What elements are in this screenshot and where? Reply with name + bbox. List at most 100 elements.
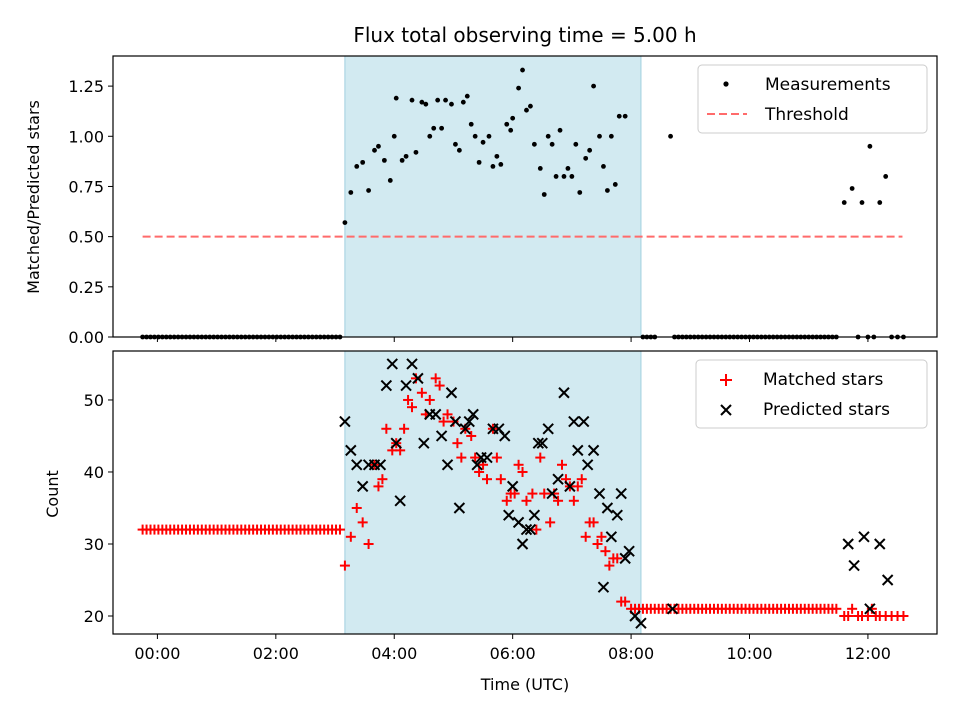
y-tick-label: 0.00 (68, 328, 104, 347)
measurement-point (569, 174, 575, 179)
top-panel-title: Flux total observing time = 5.00 h (353, 23, 696, 47)
legend-label-threshold: Threshold (764, 105, 849, 125)
x-tick-label: 00:00 (134, 644, 180, 663)
measurement-point (877, 200, 883, 205)
predicted-star-point (587, 444, 600, 457)
y-tick-label: 50 (84, 391, 104, 410)
predicted-star-point (848, 559, 860, 572)
predicted-star-point (568, 415, 580, 428)
legend-label-measurements: Measurements (765, 75, 891, 95)
observing-window-span-bottom (344, 350, 642, 635)
matched-star-point (847, 603, 858, 614)
matched-star-point (604, 560, 615, 571)
matched-star-point (357, 517, 368, 528)
measurement-point (423, 101, 429, 107)
predicted-star-point (881, 574, 894, 586)
matched-star-point (403, 394, 414, 405)
measurement-point (387, 178, 393, 183)
predicted-star-point (400, 379, 412, 392)
matched-star-point (430, 373, 441, 384)
x-tick-label: 04:00 (371, 644, 417, 663)
legend-marker-matched (720, 374, 732, 386)
measurement-point (498, 161, 504, 167)
observing-window-span (344, 55, 642, 338)
measurement-point (464, 93, 470, 99)
matched-star-point (592, 538, 603, 549)
predicted-star-point (374, 459, 387, 471)
predicted-star-point (386, 358, 398, 370)
measurement-point (439, 125, 445, 131)
top-panel-legend: Measurements Threshold (697, 64, 928, 134)
bottom-panel-legend: Matched stars Predicted stars (695, 359, 928, 429)
predicted-star-point (463, 415, 475, 428)
predicted-star-point (412, 372, 424, 385)
matched-star-point (545, 517, 556, 528)
predicted-star-point (356, 480, 369, 493)
measurement-point (520, 67, 525, 73)
top-panel-frame (112, 55, 938, 338)
matched-star-point (620, 596, 631, 607)
measurement-point (841, 200, 847, 205)
measurement-point (531, 141, 537, 147)
matched-star-point (456, 452, 467, 463)
bottom-panel-series (137, 358, 909, 629)
observing-window-rect (344, 350, 642, 635)
predicted-star-point (429, 408, 442, 421)
predicted-star-point (445, 387, 458, 399)
predicted-star-point (499, 430, 511, 442)
matched-star-point (588, 517, 599, 528)
measurement-point (342, 220, 348, 225)
predicted-star-point (546, 487, 558, 500)
measurement-point (381, 157, 387, 163)
measurement-point (403, 153, 409, 159)
predicted-star-point (601, 502, 614, 514)
legend-box (697, 64, 928, 134)
predicted-star-point (858, 531, 870, 543)
matched-star-point (416, 387, 427, 398)
measurement-point (413, 149, 419, 155)
predicted-star-point (520, 523, 533, 536)
measurement-point (456, 147, 462, 153)
legend-box-bottom (695, 359, 928, 429)
matched-star-point (345, 531, 356, 542)
measurement-point (597, 133, 602, 139)
matched-star-point (531, 524, 542, 535)
predicted-star-point (578, 415, 590, 428)
x-tick-label: 06:00 (490, 644, 536, 663)
matched-star-point (434, 380, 445, 391)
matched-star-point (466, 430, 477, 441)
bottom-panel-frame (112, 350, 938, 635)
predicted-star-point (481, 451, 493, 464)
predicted-star-point (459, 423, 472, 435)
measurement-point (565, 166, 571, 171)
measurement-point (472, 133, 478, 139)
y-tick-label: 0.50 (68, 228, 104, 247)
measurement-point (849, 186, 855, 191)
predicted-star-point (449, 415, 462, 428)
predicted-star-point (552, 473, 564, 485)
predicted-star-point (558, 387, 570, 399)
measurement-point (553, 174, 559, 179)
predicted-star-point (542, 423, 554, 435)
predicted-star-point (581, 459, 594, 471)
predicted-star-point (611, 509, 623, 521)
predicted-star-point (597, 581, 610, 593)
predicted-star-point (380, 379, 393, 392)
measurement-point (524, 107, 529, 113)
matched-star-point (553, 495, 564, 506)
matched-star-point (442, 409, 453, 420)
predicted-star-point (441, 459, 454, 471)
matched-star-point (399, 423, 410, 434)
measurement-point (549, 141, 555, 147)
matched-star-point (491, 452, 502, 463)
top-panel-series (140, 67, 906, 340)
predicted-star-point (506, 480, 519, 493)
measurement-point (573, 141, 579, 147)
predicted-star-point (593, 487, 606, 500)
matched-star-point (831, 603, 842, 614)
measurement-point (348, 190, 354, 195)
measurement-point (537, 166, 543, 171)
x-tick-label: 08:00 (608, 644, 654, 663)
matched-star-point (381, 423, 392, 434)
